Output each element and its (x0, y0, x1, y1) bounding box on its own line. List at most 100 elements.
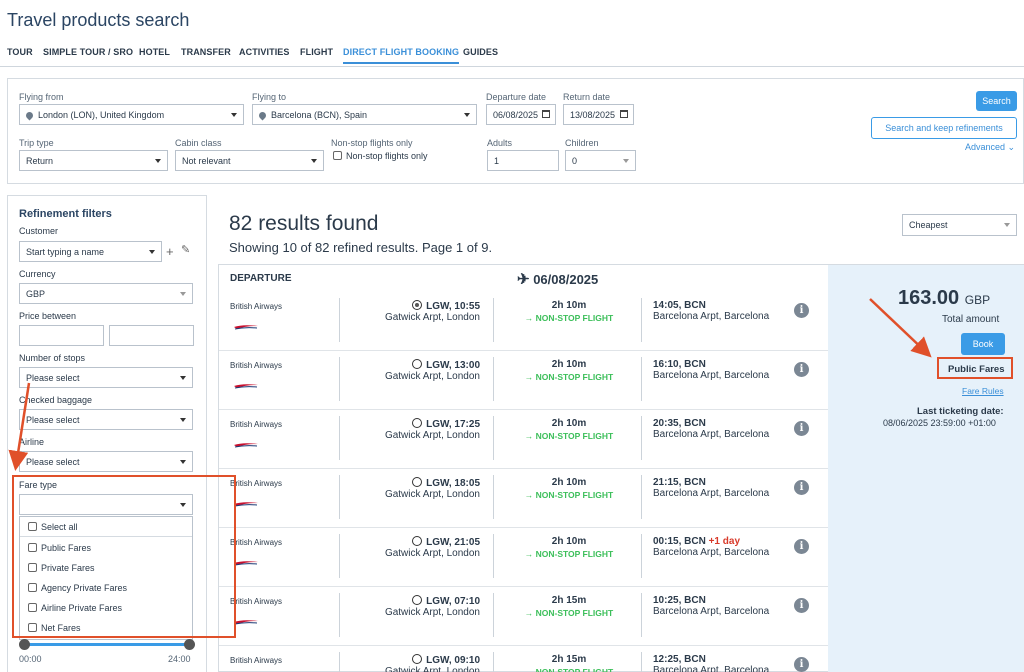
chevron-down-icon (149, 250, 155, 254)
info-icon[interactable]: i (794, 480, 809, 495)
fare-option-private[interactable]: Private Fares (28, 563, 95, 573)
departure-date-input[interactable]: 06/08/2025 (486, 104, 556, 125)
select-flight-radio[interactable] (412, 595, 423, 605)
select-flight-radio[interactable] (412, 418, 423, 428)
time-range-max-handle[interactable] (184, 639, 195, 650)
return-date-input[interactable]: 13/08/2025 (563, 104, 634, 125)
select-flight-radio[interactable] (412, 300, 423, 310)
chevron-down-icon: ⌄ (1005, 142, 1016, 152)
info-icon[interactable]: i (794, 421, 809, 436)
row-divider (339, 416, 340, 460)
price-max-input[interactable] (109, 325, 194, 346)
trip-type-label: Trip type (19, 138, 54, 148)
sort-select[interactable]: Cheapest (902, 214, 1017, 236)
time-max-label: 24:00 (168, 654, 191, 664)
cabin-class-select[interactable]: Not relevant (175, 150, 324, 171)
departure-info: LGW, 21:05 Gatwick Arpt, London (384, 536, 480, 559)
customer-select[interactable]: Start typing a name (19, 241, 162, 262)
book-button[interactable]: Book (961, 333, 1005, 355)
departure-info: LGW, 13:00 Gatwick Arpt, London (384, 359, 480, 382)
refinement-sidebar: Refinement filters Customer Start typing… (7, 195, 207, 672)
advanced-link[interactable]: Advanced ⌄ (965, 142, 1016, 152)
edit-pencil-icon[interactable]: ✎ (181, 244, 191, 256)
stops-select[interactable]: Please select (19, 367, 193, 388)
flight-row[interactable]: British Airways LGW, 07:10 Gatwick Arpt, L… (219, 587, 828, 646)
airline-name: British Airways (230, 420, 283, 429)
fare-option-agency-private[interactable]: Agency Private Fares (28, 583, 127, 593)
fare-option-public[interactable]: Public Fares (28, 543, 91, 553)
return-date-label: Return date (563, 92, 611, 102)
info-icon[interactable]: i (794, 598, 809, 613)
arrival-info: 14:05, BCN Barcelona Arpt, Barcelona (653, 300, 770, 322)
flight-row[interactable]: British Airways LGW, 10:55 Gatwick Arpt, L… (219, 292, 828, 351)
tab-simple-tour[interactable]: SIMPLE TOUR / SRO (43, 47, 134, 57)
fare-type-label: Fare type (19, 480, 58, 490)
fare-option-select-all[interactable]: Select all (28, 522, 78, 532)
info-icon[interactable]: i (794, 657, 809, 672)
tab-guides[interactable]: GUIDES (463, 47, 499, 57)
british-airways-logo (234, 502, 258, 507)
flying-from-label: Flying from (19, 92, 64, 102)
arrow-right-icon: → (524, 549, 536, 559)
airline-name: British Airways (230, 302, 283, 311)
chevron-down-icon (1004, 223, 1010, 227)
checkbox-icon (28, 543, 37, 552)
select-flight-radio[interactable] (412, 477, 423, 487)
airline-name: British Airways (230, 538, 283, 547)
chevron-down-icon (155, 159, 161, 163)
info-icon[interactable]: i (794, 303, 809, 318)
chevron-down-icon (180, 418, 186, 422)
select-flight-radio[interactable] (412, 654, 423, 664)
trip-type-select[interactable]: Return (19, 150, 168, 171)
flight-row[interactable]: British Airways LGW, 09:10 Gatwick Arpt, L… (219, 646, 828, 672)
search-button[interactable]: Search (976, 91, 1017, 111)
fare-type-select[interactable] (19, 494, 193, 515)
currency-select[interactable]: GBP (19, 283, 193, 304)
nonstop-checkbox[interactable]: Non-stop flights only (333, 151, 428, 161)
chevron-down-icon (464, 113, 470, 117)
children-select[interactable]: 0 (565, 150, 636, 171)
flight-row[interactable]: British Airways LGW, 13:00 Gatwick Arpt, L… (219, 351, 828, 410)
british-airways-logo (234, 561, 258, 566)
tab-flight[interactable]: FLIGHT (300, 47, 334, 57)
row-divider (641, 298, 642, 342)
checkbox-icon (333, 151, 342, 160)
price-min-input[interactable] (19, 325, 104, 346)
price-panel (828, 265, 1024, 672)
time-range-min-handle[interactable] (19, 639, 30, 650)
tab-tour[interactable]: TOUR (7, 47, 33, 57)
airplane-icon: ✈ (517, 271, 530, 288)
flying-to-field[interactable]: Barcelona (BCN), Spain (252, 104, 477, 125)
departure-info: LGW, 17:25 Gatwick Arpt, London (384, 418, 480, 441)
search-keep-refinements-button[interactable]: Search and keep refinements (871, 117, 1017, 139)
flight-row[interactable]: British Airways LGW, 18:05 Gatwick Arpt, L… (219, 469, 828, 528)
row-divider (641, 475, 642, 519)
row-divider (493, 534, 494, 578)
nonstop-tag: → NON-STOP FLIGHT (524, 372, 614, 382)
select-flight-radio[interactable] (412, 536, 423, 546)
tab-activities[interactable]: ACTIVITIES (239, 47, 290, 57)
fare-option-net[interactable]: Net Fares (28, 623, 81, 633)
fare-rules-link[interactable]: Fare Rules (962, 386, 1004, 396)
departure-date-label: Departure date (486, 92, 547, 102)
cabin-class-label: Cabin class (175, 138, 222, 148)
tab-transfer[interactable]: TRANSFER (181, 47, 231, 57)
departure-info: LGW, 18:05 Gatwick Arpt, London (384, 477, 480, 500)
tab-hotel[interactable]: HOTEL (139, 47, 170, 57)
filters-heading: Refinement filters (19, 208, 112, 220)
info-icon[interactable]: i (794, 362, 809, 377)
flying-from-field[interactable]: London (LON), United Kingdom (19, 104, 244, 125)
airline-select[interactable]: Please select (19, 451, 193, 472)
flight-row[interactable]: British Airways LGW, 21:05 Gatwick Arpt, L… (219, 528, 828, 587)
info-icon[interactable]: i (794, 539, 809, 554)
airline-name: British Airways (230, 597, 283, 606)
baggage-select[interactable]: Please select (19, 409, 193, 430)
select-flight-radio[interactable] (412, 359, 423, 369)
fare-option-airline-private[interactable]: Airline Private Fares (28, 603, 122, 613)
flight-duration: 2h 10m → NON-STOP FLIGHT (509, 418, 629, 441)
add-customer-icon[interactable]: + (166, 244, 174, 259)
adults-input[interactable]: 1 (487, 150, 559, 171)
tab-direct-flight-booking[interactable]: DIRECT FLIGHT BOOKING (343, 47, 460, 64)
nonstop-tag: → NON-STOP FLIGHT (524, 608, 614, 618)
flight-row[interactable]: British Airways LGW, 17:25 Gatwick Arpt, L… (219, 410, 828, 469)
